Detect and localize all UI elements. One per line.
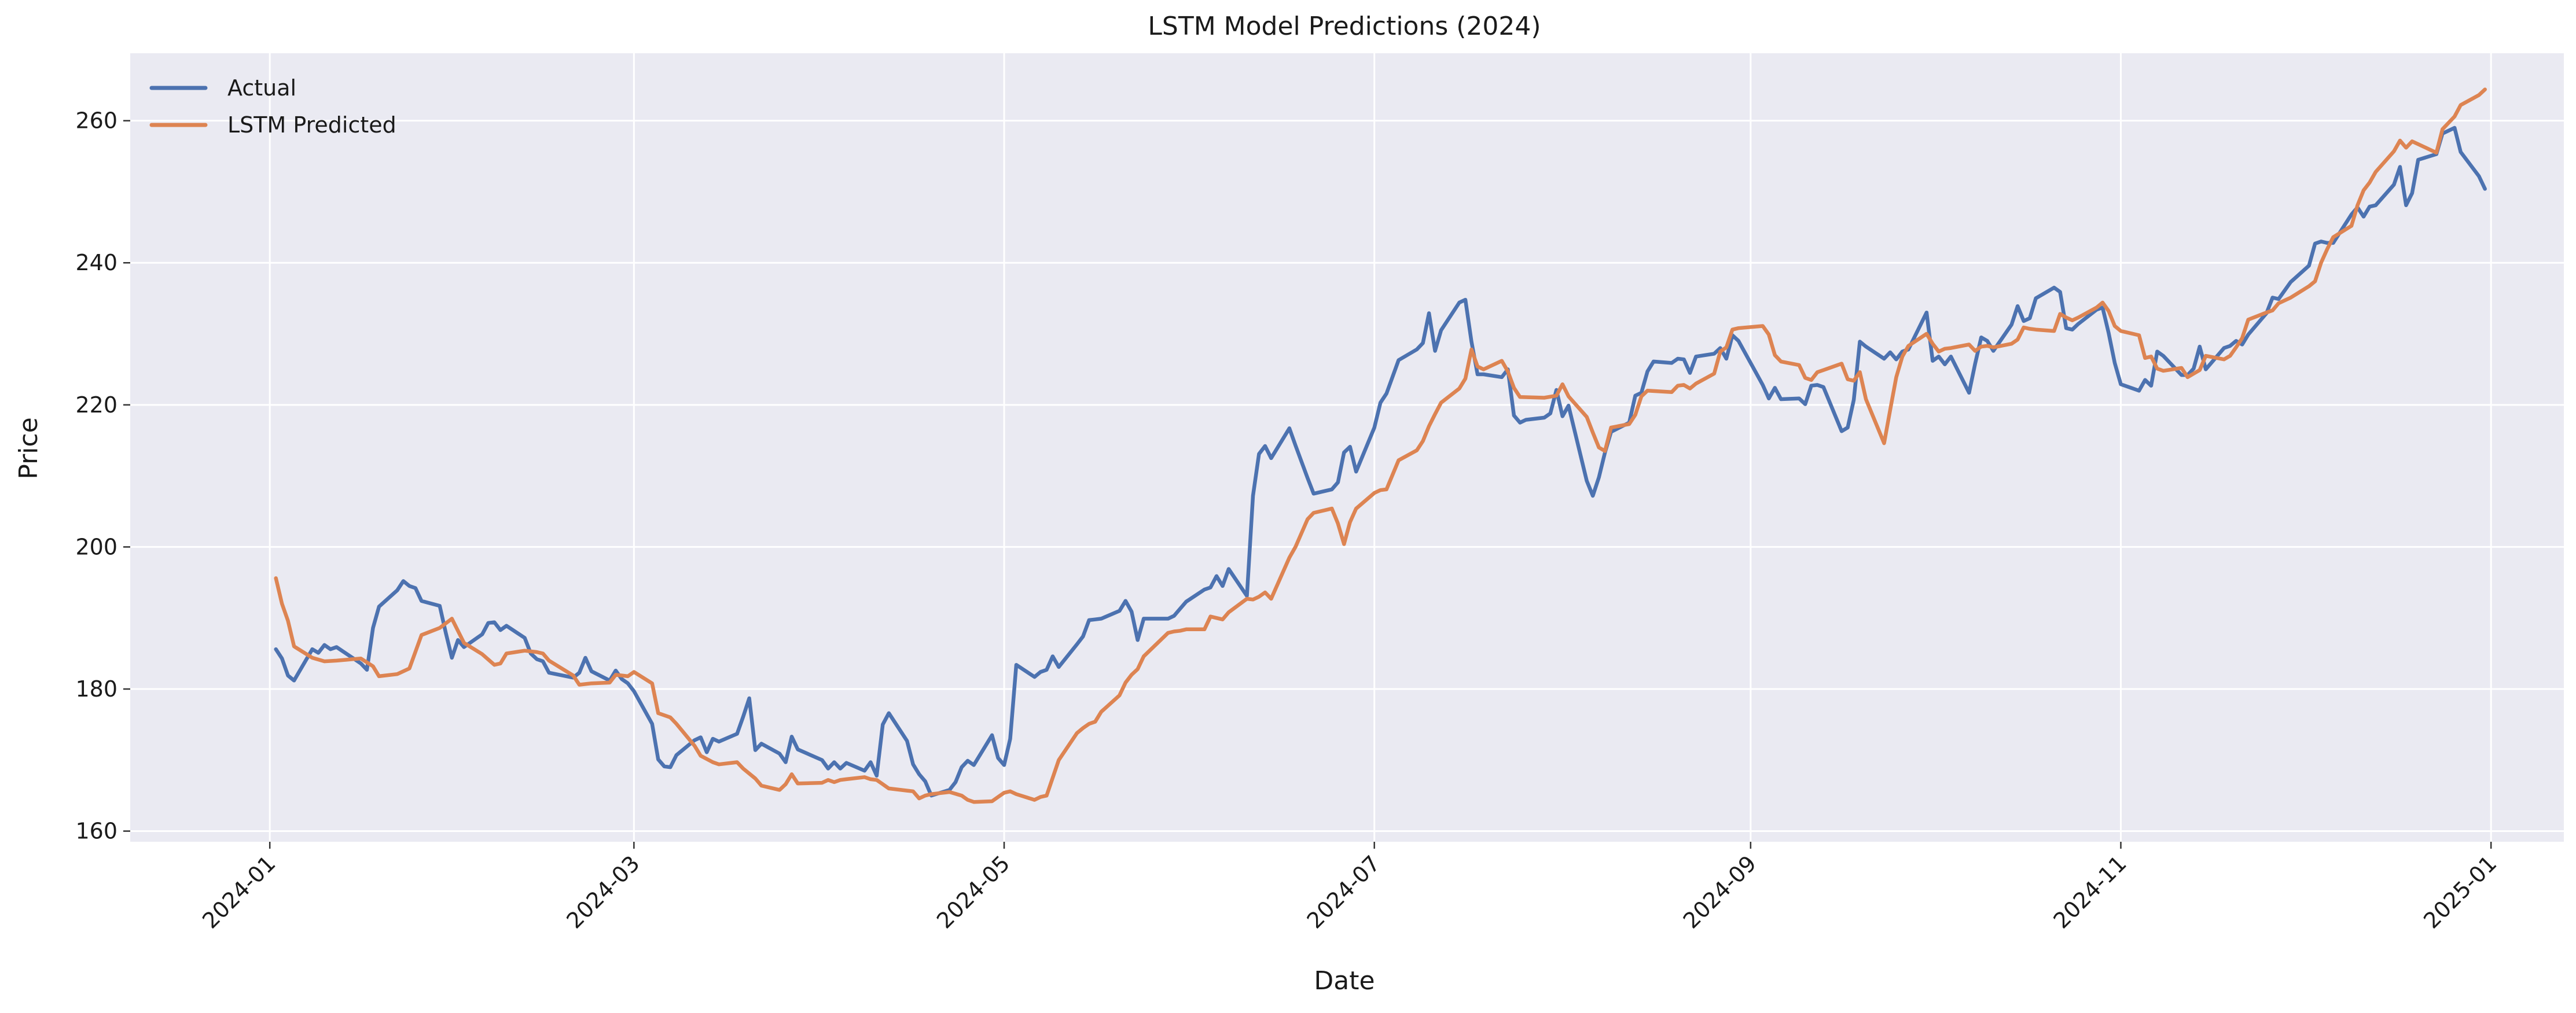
- legend: Actual LSTM Predicted: [149, 75, 396, 138]
- x-tick-label: 2024-05: [932, 850, 1015, 933]
- series-layer: [274, 87, 2487, 804]
- y-tick-label: 180: [75, 676, 117, 702]
- y-tick-label: 160: [75, 819, 117, 844]
- series-line-lstm-predicted: [274, 87, 2487, 804]
- y-tick-label: 200: [75, 534, 117, 559]
- x-tick-label: 2025-01: [2419, 850, 2501, 933]
- x-tick-label: 2024-07: [1302, 850, 1385, 933]
- x-tick-label: 2024-11: [2048, 850, 2131, 933]
- grid-layer: [130, 53, 2564, 842]
- series-line-actual: [274, 126, 2487, 798]
- y-tick-label: 240: [75, 250, 117, 275]
- x-tick-label: 2024-01: [197, 850, 280, 933]
- chart-title: LSTM Model Predictions (2024): [1148, 12, 1541, 41]
- y-tick-label: 260: [75, 108, 117, 134]
- legend-label-lstm-predicted: LSTM Predicted: [227, 112, 396, 138]
- x-tick-label: 2024-03: [561, 850, 644, 933]
- x-tick-label: 2024-09: [1678, 850, 1761, 933]
- y-tick-label: 220: [75, 392, 117, 418]
- x-axis-label: Date: [1314, 966, 1375, 996]
- y-axis-label: Price: [14, 417, 43, 479]
- legend-label-actual: Actual: [227, 75, 296, 101]
